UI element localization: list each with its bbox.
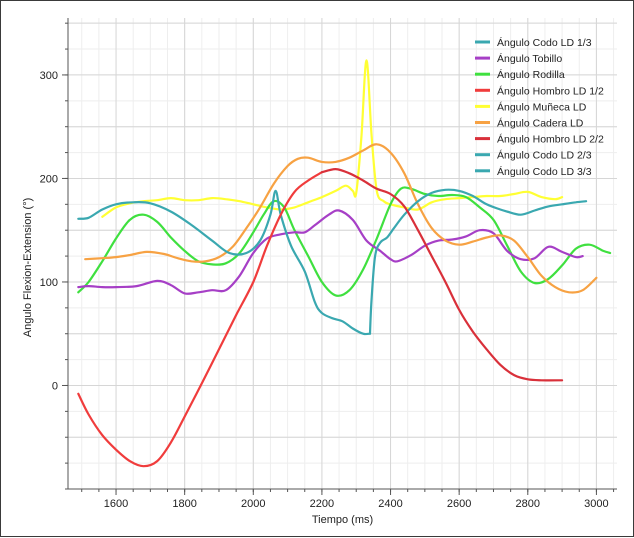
- legend-label: Ángulo Hombro LD 1/2: [497, 84, 604, 97]
- x-tick-label: 2600: [447, 498, 471, 510]
- axes: 1600 1800 2000 2200 2400 2600 2800 3000 0 100 200 3…: [40, 18, 617, 510]
- legend-label: Ángulo Muñeca LD: [497, 100, 587, 113]
- series-line-0: [77, 189, 372, 336]
- legend-label: Ángulo Codo LD 3/3: [497, 165, 592, 178]
- y-tick-label: 100: [40, 277, 58, 289]
- y-tick-label: 300: [40, 70, 58, 82]
- series-lines: [77, 59, 612, 468]
- x-tick-label: 2800: [516, 498, 540, 510]
- x-tick-label: 2400: [378, 498, 402, 510]
- series-line-8: [506, 200, 588, 216]
- legend: Ángulo Codo LD 1/3 Ángulo Tobillo Ángulo R…: [475, 36, 604, 178]
- series-line-2: [77, 186, 612, 297]
- x-tick-label: 2000: [241, 498, 265, 510]
- y-tick-label: 200: [40, 173, 58, 185]
- legend-label: Ángulo Codo LD 2/3: [497, 149, 592, 162]
- series-line-5: [84, 143, 598, 294]
- legend-label: Ángulo Codo LD 1/3: [497, 36, 592, 49]
- series-line-7: [368, 188, 509, 335]
- x-tick-label: 1600: [104, 498, 128, 510]
- series-line-6: [320, 167, 564, 382]
- legend-label: Ángulo Hombro LD 2/2: [497, 133, 604, 146]
- x-tick-label: 2200: [310, 498, 334, 510]
- series-line-4: [101, 59, 564, 218]
- legend-label: Ángulo Rodilla: [497, 68, 565, 81]
- y-axis-title: Angulo Flexion-Extension (°): [22, 198, 34, 338]
- legend-label: Ángulo Tobillo: [497, 52, 562, 65]
- x-axis-title: Tiempo (ms): [312, 514, 373, 526]
- x-tick-label: 1800: [172, 498, 196, 510]
- x-tick-label: 3000: [584, 498, 608, 510]
- series-line-3: [77, 171, 323, 468]
- legend-label: Ángulo Cadera LD: [497, 117, 584, 130]
- series-line-1: [77, 209, 584, 295]
- y-tick-label: 0: [52, 380, 58, 392]
